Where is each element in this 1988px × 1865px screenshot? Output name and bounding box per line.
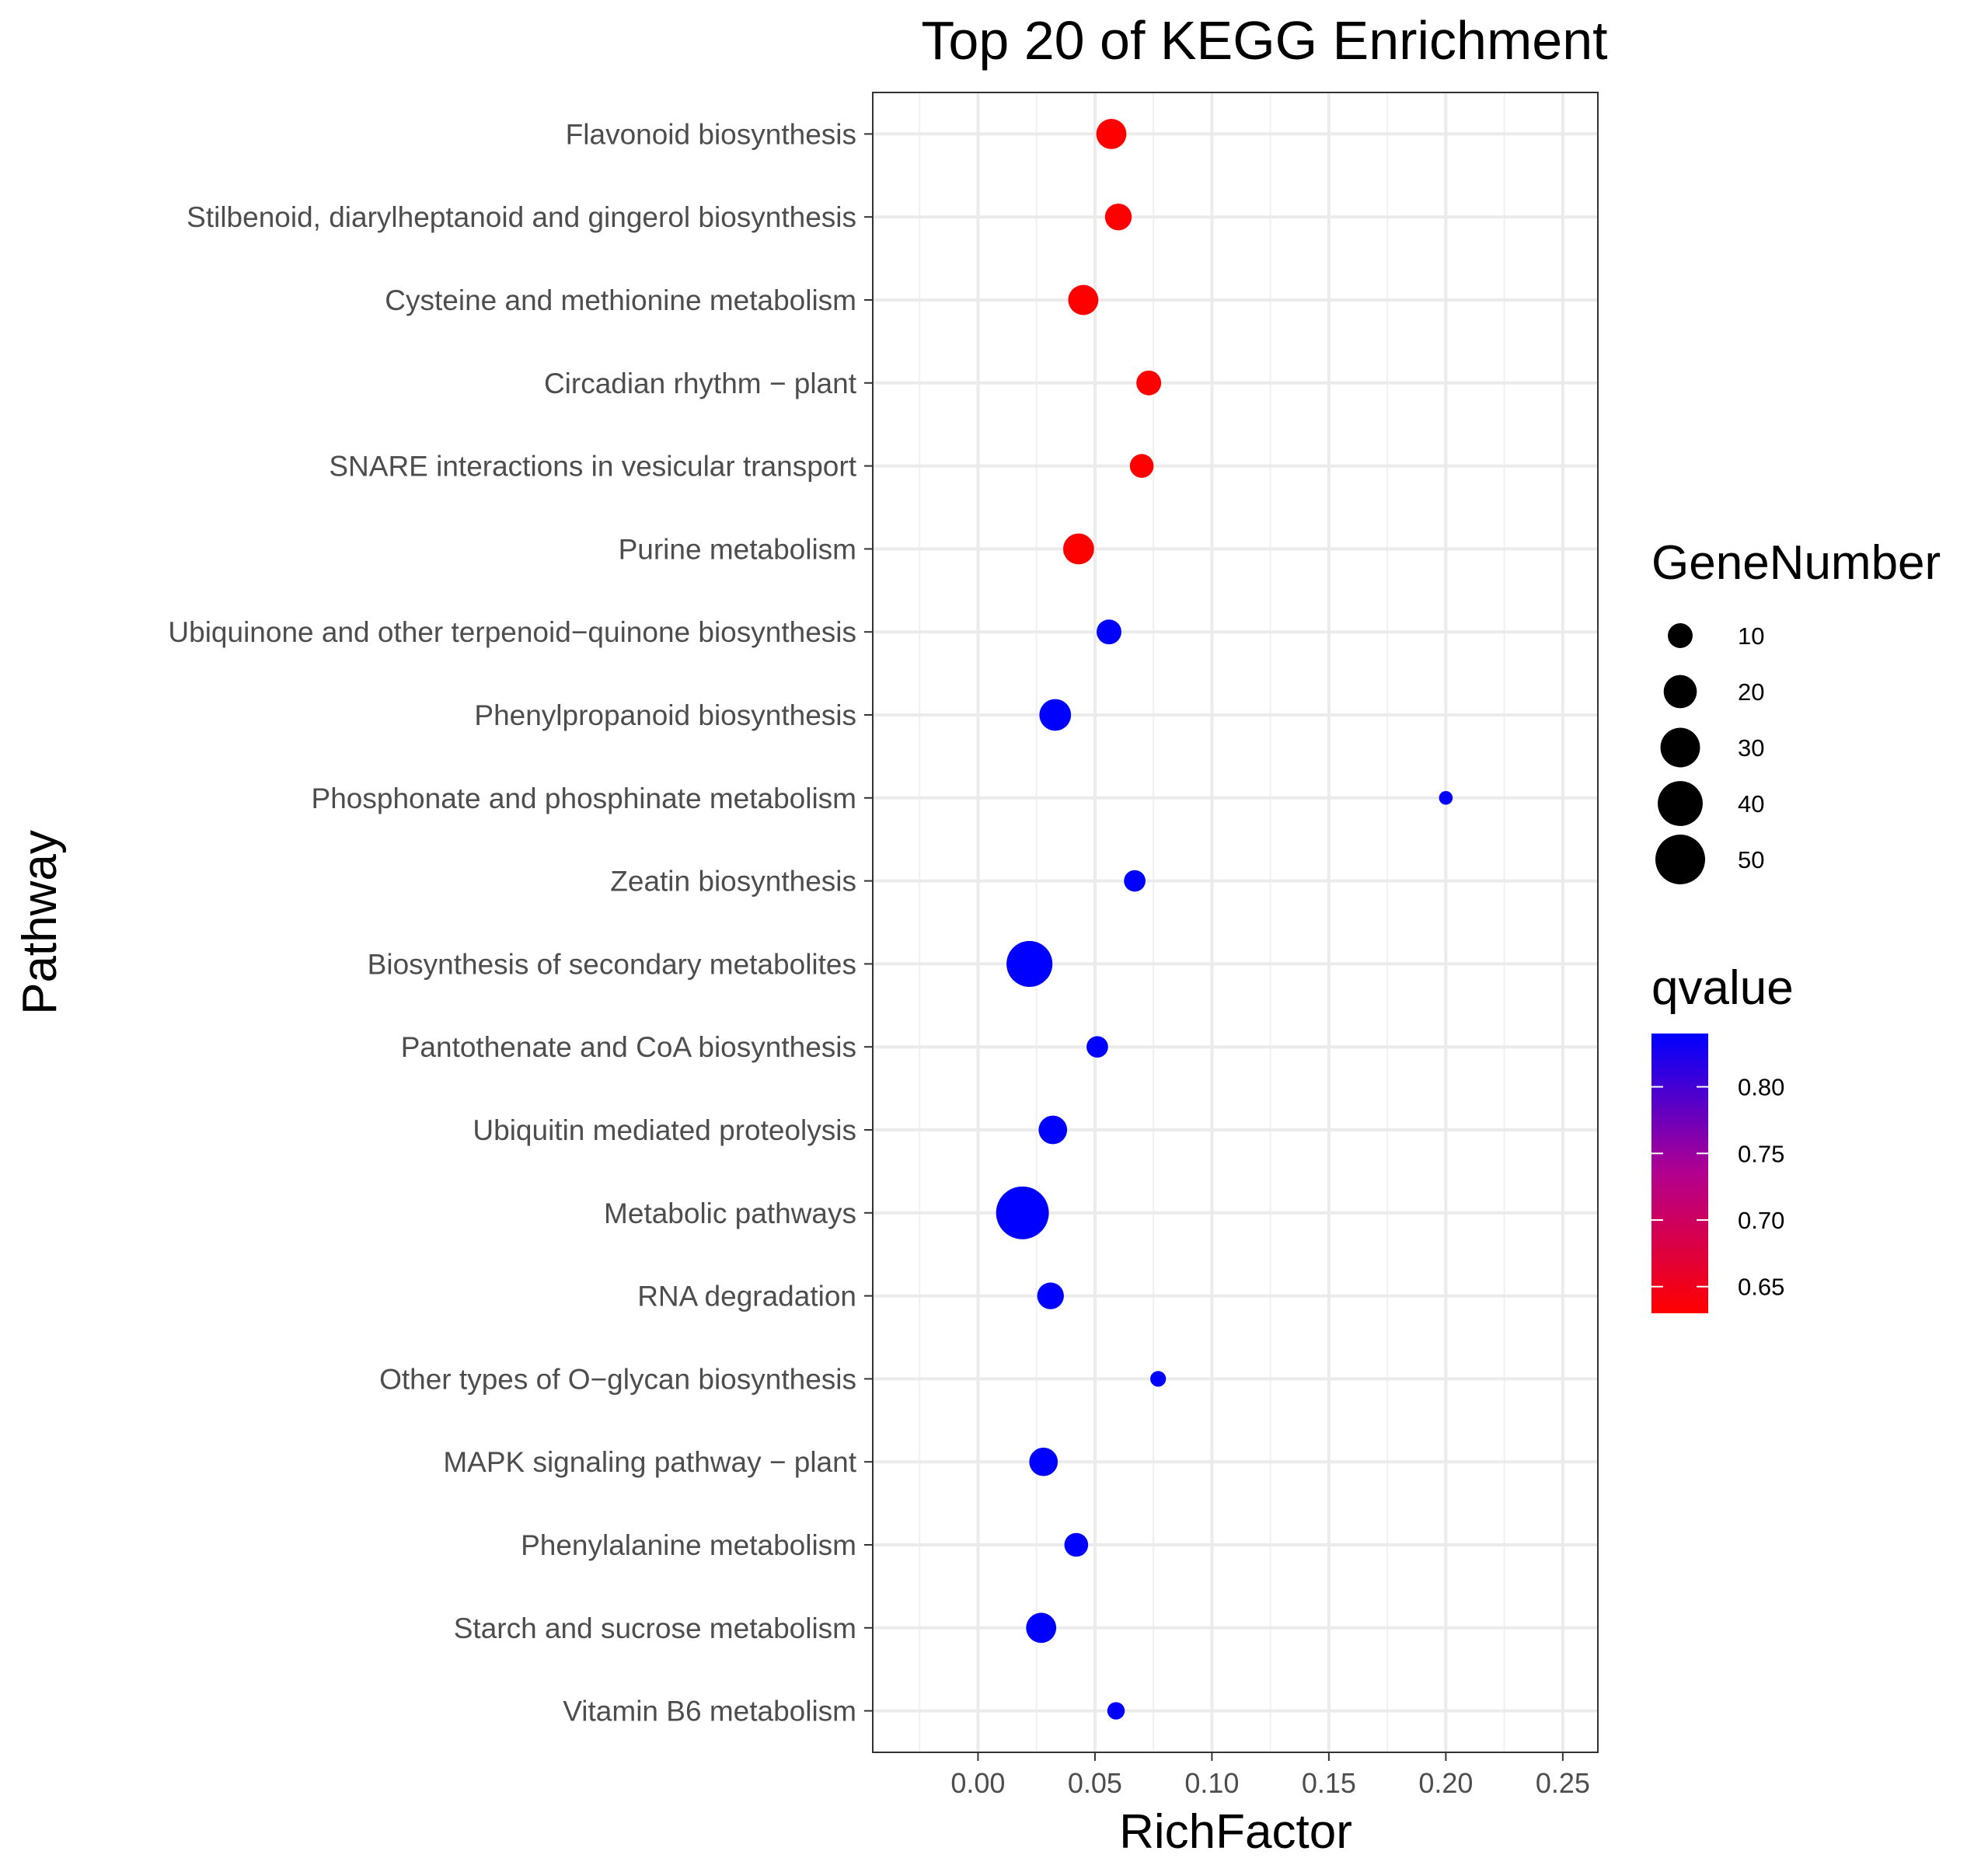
data-point (1068, 284, 1099, 315)
data-point (1086, 1036, 1108, 1058)
grid-major-y (873, 132, 1598, 1713)
size-legend-label: 40 (1738, 790, 1764, 817)
grid-minor-x (919, 92, 1505, 1752)
size-legend-label: 50 (1738, 846, 1764, 873)
y-tick-label: MAPK signaling pathway − plant (443, 1446, 856, 1478)
data-point (1006, 940, 1053, 987)
size-legend-key (1658, 781, 1703, 826)
x-tick-label: 0.15 (1302, 1767, 1356, 1799)
size-legend-label: 20 (1738, 678, 1764, 706)
y-tick-label: Ubiquitin mediated proteolysis (473, 1114, 856, 1146)
size-legend-label: 30 (1738, 734, 1764, 762)
data-point (1104, 203, 1132, 231)
data-point (1129, 454, 1154, 478)
color-legend-title: qvalue (1651, 961, 1794, 1015)
data-point (1026, 1612, 1057, 1644)
plot-border (872, 92, 1599, 1753)
data-point (996, 1186, 1049, 1239)
y-tick-label: SNARE interactions in vesicular transpor… (329, 451, 856, 483)
y-tick-label: Phenylalanine metabolism (521, 1529, 856, 1561)
size-legend-key (1663, 675, 1697, 709)
data-point (1096, 119, 1127, 149)
x-axis-title: RichFactor (1119, 1805, 1352, 1859)
y-tick-label: Zeatin biosynthesis (610, 866, 856, 898)
size-legend-key (1668, 623, 1693, 648)
y-tick-label: Other types of O−glycan biosynthesis (379, 1363, 856, 1395)
size-legend-label: 10 (1738, 622, 1764, 650)
x-tick-label: 0.20 (1418, 1767, 1473, 1799)
data-point (1029, 1447, 1059, 1476)
color-legend-label: 0.70 (1738, 1207, 1784, 1234)
data-point (1136, 370, 1162, 396)
color-legend-label: 0.75 (1738, 1140, 1784, 1167)
y-tick-label: Phosphonate and phosphinate metabolism (312, 783, 856, 814)
x-axis: 0.00 0.05 0.10 0.15 0.20 0.25 (950, 1752, 1590, 1799)
color-legend-bar (1651, 1034, 1708, 1313)
y-tick-label: Metabolic pathways (604, 1197, 856, 1229)
plot-panel (873, 92, 1598, 1752)
data-point (1062, 533, 1094, 565)
data-point (1064, 1532, 1089, 1557)
x-tick-label: 0.00 (950, 1767, 1005, 1799)
size-legend-title: GeneNumber (1651, 536, 1941, 590)
y-tick-label: Purine metabolism (619, 533, 856, 565)
data-point (1097, 619, 1121, 645)
y-axis-title: Pathway (13, 830, 67, 1015)
y-axis: Flavonoid biosynthesis Stilbenoid, diaryl… (168, 118, 873, 1727)
y-tick-label: Cysteine and methionine metabolism (385, 284, 856, 316)
x-tick-label: 0.25 (1536, 1767, 1590, 1799)
size-legend: GeneNumber 10 20 30 40 50 (1651, 536, 1941, 884)
chart-title: Top 20 of KEGG Enrichment (921, 10, 1607, 71)
color-legend-ticks: 0.65 0.70 0.75 0.80 (1651, 1074, 1784, 1301)
data-point (1124, 870, 1146, 892)
y-tick-label: Pantothenate and CoA biosynthesis (401, 1031, 856, 1063)
y-tick-label: Vitamin B6 metabolism (563, 1696, 856, 1727)
y-tick-label: Stilbenoid, diarylheptanoid and gingerol… (187, 201, 856, 233)
x-tick-label: 0.05 (1068, 1767, 1122, 1799)
data-points (996, 119, 1453, 1720)
data-point (1038, 1115, 1068, 1145)
data-point (1439, 791, 1453, 805)
size-legend-keys: 10 20 30 40 50 (1655, 622, 1764, 884)
y-tick-label: Flavonoid biosynthesis (566, 118, 856, 150)
size-legend-key (1660, 727, 1700, 768)
y-tick-label: Phenylpropanoid biosynthesis (474, 699, 856, 731)
y-tick-label: Ubiquinone and other terpenoid−quinone b… (168, 616, 856, 648)
y-tick-label: Circadian rhythm − plant (544, 368, 857, 399)
color-legend: qvalue 0.65 0.70 0.75 0.80 (1651, 961, 1794, 1313)
data-point (1039, 699, 1072, 731)
y-tick-label: Starch and sucrose metabolism (454, 1612, 856, 1644)
data-point (1150, 1371, 1167, 1387)
grid-major-x (976, 92, 1564, 1752)
size-legend-key (1655, 835, 1705, 884)
y-tick-label: RNA degradation (637, 1281, 856, 1312)
data-point (1107, 1702, 1125, 1720)
x-tick-label: 0.10 (1184, 1767, 1239, 1799)
color-legend-label: 0.80 (1738, 1074, 1784, 1101)
data-point (1037, 1282, 1064, 1309)
y-tick-label: Biosynthesis of secondary metabolites (368, 948, 856, 980)
color-legend-label: 0.65 (1738, 1274, 1784, 1301)
